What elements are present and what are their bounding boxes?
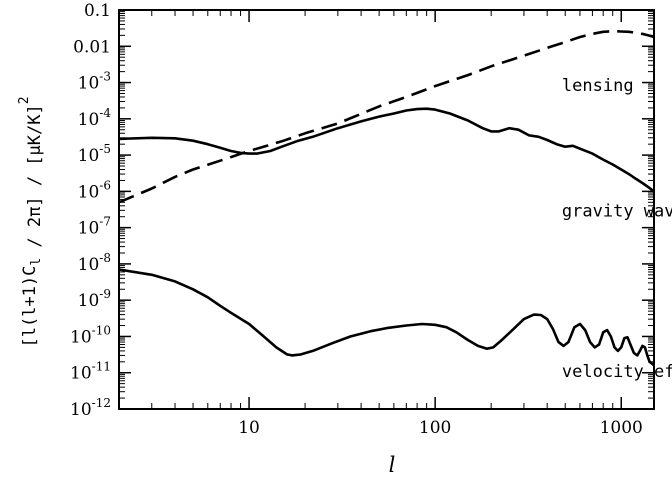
y-tick-label: 10-12 [70,396,111,420]
y-tick-label: 10-11 [70,360,111,384]
y-tick-label: 10-10 [70,323,111,347]
x-tick-label: 100 [419,418,451,438]
series-line-lensing [118,29,655,204]
y-tick-label: 10-3 [78,70,111,94]
plot-area [118,9,655,410]
y-tick-label: 10-5 [78,142,111,166]
series-line-gravity-waves [118,107,655,193]
plot-frame [118,9,655,410]
x-axis-title: l [389,453,396,477]
series-labels: lensing gravity waves velocity effect [562,76,672,382]
y-tick-label: 10-8 [78,251,111,275]
y-tick-label: 0.01 [73,37,111,57]
x-tick-labels: 10 100 1000 [238,418,643,438]
y-tick-label: 10-6 [78,178,111,202]
y-tick-labels: 0.1 0.01 10-3 10-4 10-5 10-6 10-7 10-8 10-9 10-10… [70,1,111,420]
series-label: gravity waves [562,201,672,221]
y-tick-label: 0.1 [84,1,111,21]
series-line-velocity-effect [118,268,655,367]
y-tick-label: 10-9 [78,287,111,311]
x-tick-label: 10 [238,418,260,438]
y-tick-label: 10-4 [78,106,112,130]
series-label: lensing [562,76,634,96]
x-tick-label: 1000 [600,418,643,438]
y-tick-label: 10-7 [78,215,111,239]
y-axis-title: [l(l+1)Cl / 2π] / [μK/K]2 [17,96,45,347]
series-label: velocity effect [562,362,672,382]
